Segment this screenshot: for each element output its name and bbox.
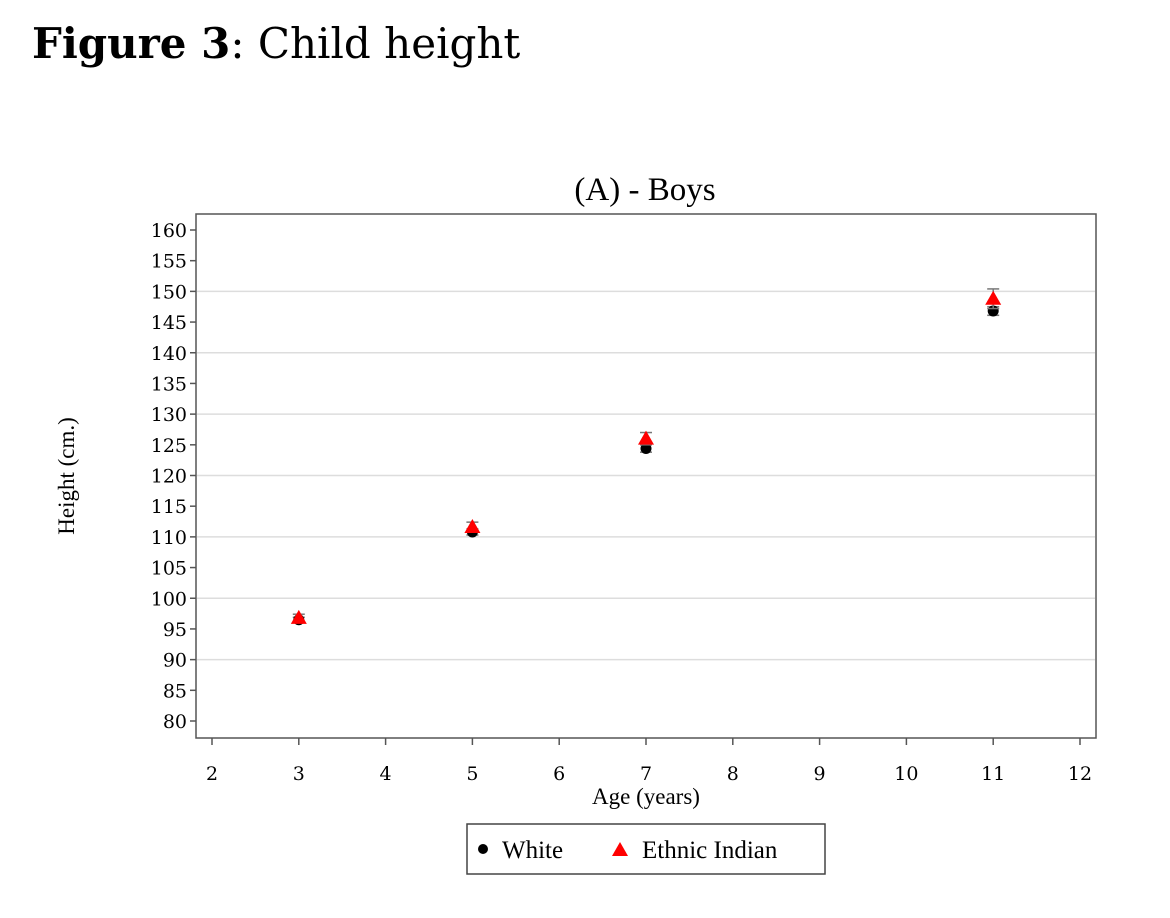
x-tick-label: 3: [293, 763, 305, 785]
data-point-ethnic-indian: [638, 430, 654, 445]
y-tick-label: 85: [163, 680, 187, 702]
y-tick-label: 145: [151, 312, 187, 334]
x-tick-label: 10: [894, 763, 918, 785]
y-tick-label: 110: [151, 527, 187, 549]
legend-marker-ethnic-indian: [612, 842, 628, 856]
y-tick-label: 95: [163, 619, 187, 641]
data-point-ethnic-indian: [464, 519, 481, 534]
data-points: [290, 288, 1002, 626]
figure-label: Figure 3: [32, 19, 231, 68]
y-tick-label: 160: [151, 220, 187, 242]
y-tick-label: 105: [151, 558, 187, 580]
y-tick-label: 130: [151, 404, 187, 426]
x-tick-label: 5: [466, 763, 478, 785]
x-tick-label: 8: [727, 763, 739, 785]
x-tick-label: 11: [981, 763, 1005, 785]
data-point-ethnic-indian: [985, 290, 1002, 305]
y-axis: 80 85 90 95 100 105 110 115 120 125 130 135 140 145 15…: [151, 220, 196, 733]
y-tick-label: 100: [151, 588, 187, 610]
y-tick-label: 90: [163, 650, 187, 672]
y-tick-label: 135: [151, 373, 187, 395]
legend-label-white: White: [502, 837, 563, 864]
legend-marker-white: [478, 844, 488, 854]
figure-caption-text: : Child height: [230, 19, 521, 68]
x-tick-label: 9: [814, 763, 826, 785]
y-tick-label: 125: [151, 435, 187, 457]
y-tick-label: 115: [151, 496, 187, 518]
chart-title: (A) - Boys: [574, 172, 715, 208]
legend: White Ethnic Indian: [466, 823, 826, 875]
data-point-ethnic-indian: [290, 609, 307, 624]
figure-caption: Figure 3: Child height: [32, 18, 520, 70]
legend-label-ethnic-indian: Ethnic Indian: [642, 837, 778, 864]
x-tick-label: 12: [1068, 763, 1092, 785]
y-tick-label: 155: [151, 251, 187, 273]
y-axis-title: Height (cm.): [54, 417, 79, 535]
data-point-white: [640, 442, 652, 454]
y-tick-label: 120: [151, 466, 187, 488]
y-tick-label: 140: [151, 343, 187, 365]
x-tick-label: 2: [206, 763, 218, 785]
gridlines: [197, 290, 1095, 661]
legend-box: [466, 823, 826, 875]
x-tick-label: 6: [553, 763, 565, 785]
x-tick-label: 7: [640, 763, 652, 785]
x-axis-title: Age (years): [592, 784, 700, 809]
x-tick-label: 4: [380, 763, 392, 785]
y-tick-label: 150: [151, 281, 187, 303]
y-tick-label: 80: [163, 711, 187, 733]
x-axis: 2 3 4 5 6 7 8 9 10 11 12: [206, 738, 1092, 785]
